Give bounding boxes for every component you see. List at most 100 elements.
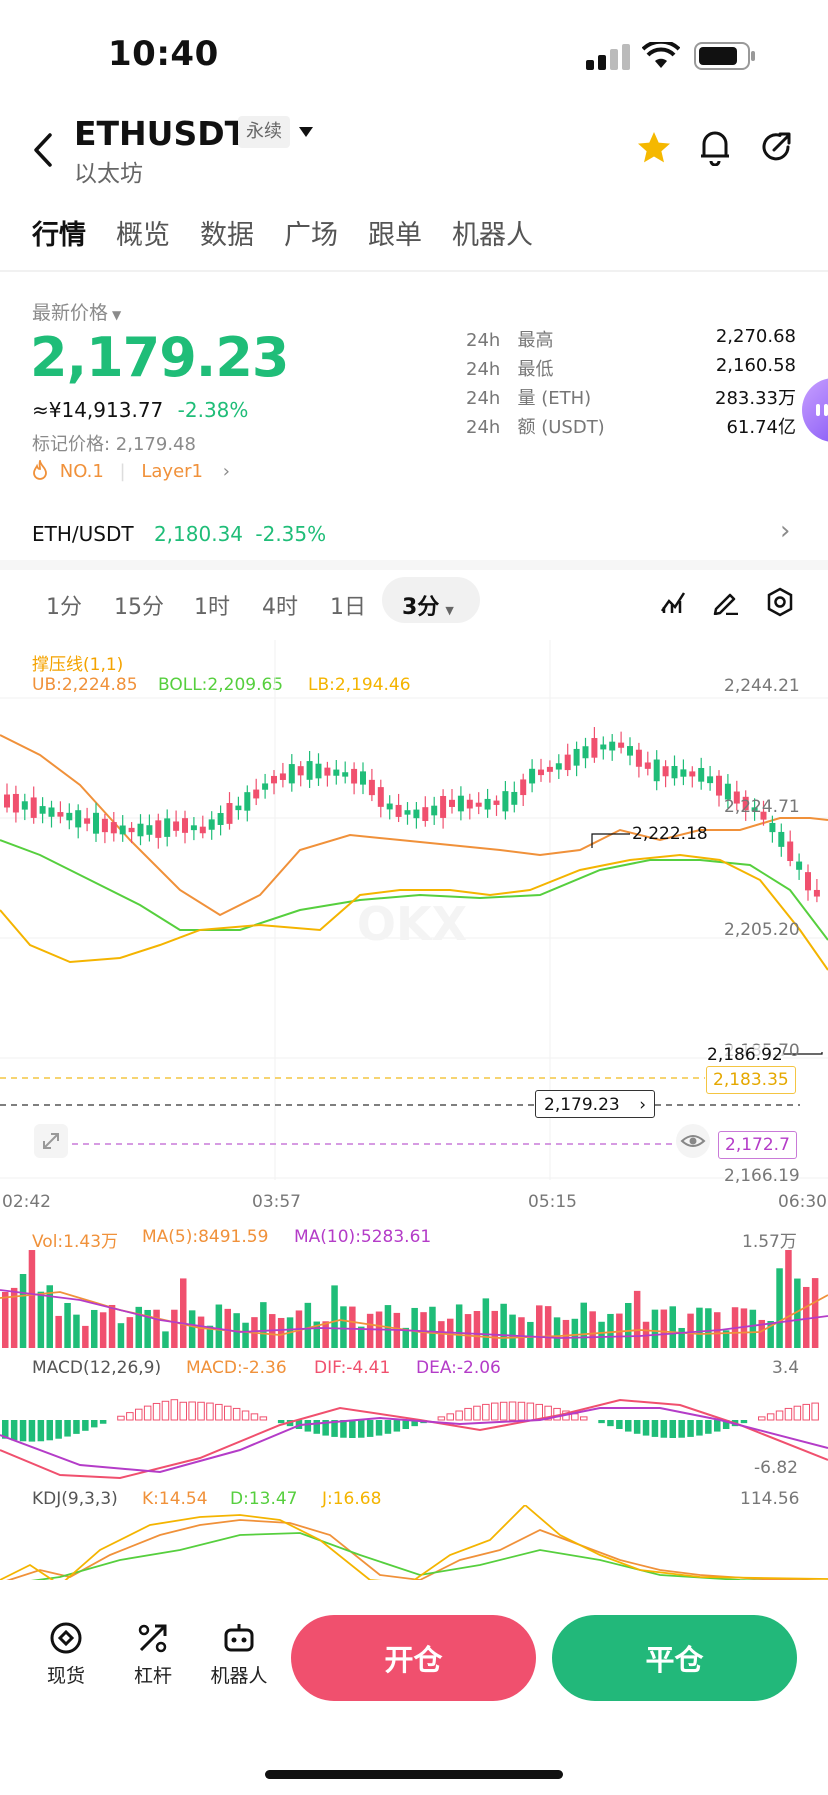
candle-body [395,804,402,817]
volume-bar [589,1311,596,1348]
sector-tag: Layer1 [141,461,203,482]
candle-body [591,738,598,758]
candle-body [422,807,429,821]
j-value: J:16.68 [322,1489,382,1509]
macd-bar [705,1420,712,1434]
volume-bar [331,1285,338,1348]
header: ETHUSDT 永续 以太坊 [0,110,828,190]
floating-assistant-button[interactable] [802,378,828,442]
tab-copy[interactable]: 跟单 [368,220,422,251]
candle-body [431,805,438,816]
star-icon[interactable] [636,130,672,166]
interval-1m[interactable]: 1分 [46,595,82,620]
volume-bar [455,1304,463,1348]
candle-body [689,771,696,777]
volume-bar [260,1302,267,1348]
bell-icon[interactable] [698,128,732,166]
candle-body [271,775,277,784]
expand-icon[interactable] [34,1124,68,1158]
macd-bar [625,1420,632,1432]
macd-bar [580,1416,588,1421]
macd-bar [696,1420,703,1436]
eye-icon[interactable] [676,1124,710,1158]
divider [0,270,828,272]
candle-body [244,792,251,811]
legend-ub: UB:2,224.85 [32,675,138,695]
tab-bot[interactable]: 机器人 [452,220,533,251]
candlestick-chart[interactable]: OKX [0,640,828,1200]
status-bar: 10:40 [0,0,828,110]
volume-bar [82,1325,89,1348]
y-label-1: 2,224.71 [724,797,800,817]
open-position-button[interactable]: 开仓 [291,1615,536,1701]
macd-bar [37,1420,45,1442]
candle-body [573,748,580,766]
nav-bot[interactable]: 机器人 [199,1620,279,1688]
macd-bar [775,1410,784,1421]
last-price-label[interactable]: 最新价格 ▼ [32,302,122,324]
macd-bar [331,1420,338,1437]
candle-body [796,861,803,870]
candle-body [698,767,705,782]
spot-row[interactable]: ETH/USDT 2,180.34 -2.35% [32,522,326,546]
chevron-down-icon[interactable] [298,126,314,138]
kdj-chart [0,1505,828,1585]
candle-body [600,744,607,750]
tab-overview[interactable]: 概览 [116,220,170,251]
interval-15m[interactable]: 15分 [114,595,164,620]
volume-bar [64,1302,71,1348]
macd-bar [366,1420,374,1437]
volume-bar [536,1305,543,1348]
share-icon[interactable] [760,130,794,164]
nav-margin[interactable]: 杠杆 [113,1620,193,1688]
indicator-icon[interactable] [660,589,688,615]
tab-data[interactable]: 数据 [200,220,254,251]
macd-bar [19,1420,27,1442]
macd-bar [188,1401,196,1421]
volume-bar [162,1331,169,1348]
macd-bar [358,1420,365,1438]
symbol-title[interactable]: ETHUSDT [74,114,248,153]
candle-body [190,825,197,831]
macd-bar [482,1403,490,1421]
volume-bar [803,1286,810,1348]
candle-body [413,809,420,819]
spot-chevron-icon[interactable]: › [780,516,791,546]
lb-line [0,853,828,971]
interval-3m[interactable]: 3分 ▼ [402,595,454,620]
interval-4h[interactable]: 4时 [262,595,298,620]
fire-icon [33,457,47,480]
margin-icon [138,1624,167,1653]
tab-market[interactable]: 行情 [32,220,86,251]
macd-bar [722,1420,730,1429]
spot-icon [50,1622,82,1654]
candle-body [164,818,171,837]
macd-bar [766,1413,775,1421]
k-line [0,1519,828,1584]
candle-body [778,831,785,847]
candle-body [155,820,162,838]
macd-bar [544,1405,552,1421]
volume-bar [633,1290,641,1348]
current-price-tag[interactable]: 2,179.23 › [535,1090,655,1118]
macd-bar [91,1420,98,1428]
close-position-button[interactable]: 平仓 [552,1615,797,1701]
tab-square[interactable]: 广场 [284,220,338,251]
draw-icon[interactable] [712,589,740,615]
macd-bar [784,1407,793,1421]
interval-1d[interactable]: 1日 [330,595,366,620]
volume-bar [687,1313,694,1348]
macd-bar [259,1416,268,1421]
y-label-4: 2,166.19 [724,1166,800,1186]
macd-bar [669,1420,676,1438]
settings-icon[interactable] [766,587,794,617]
price-tags[interactable]: NO.1 | Layer1 › [32,457,230,482]
candle-body [627,746,633,756]
macd-bar [384,1420,392,1434]
interval-1h[interactable]: 1时 [194,595,230,620]
nav-spot[interactable]: 现货 [26,1620,106,1688]
volume-bar [607,1313,614,1348]
back-icon[interactable] [32,132,54,168]
candle-body [377,787,384,807]
macd-bar [499,1401,508,1421]
